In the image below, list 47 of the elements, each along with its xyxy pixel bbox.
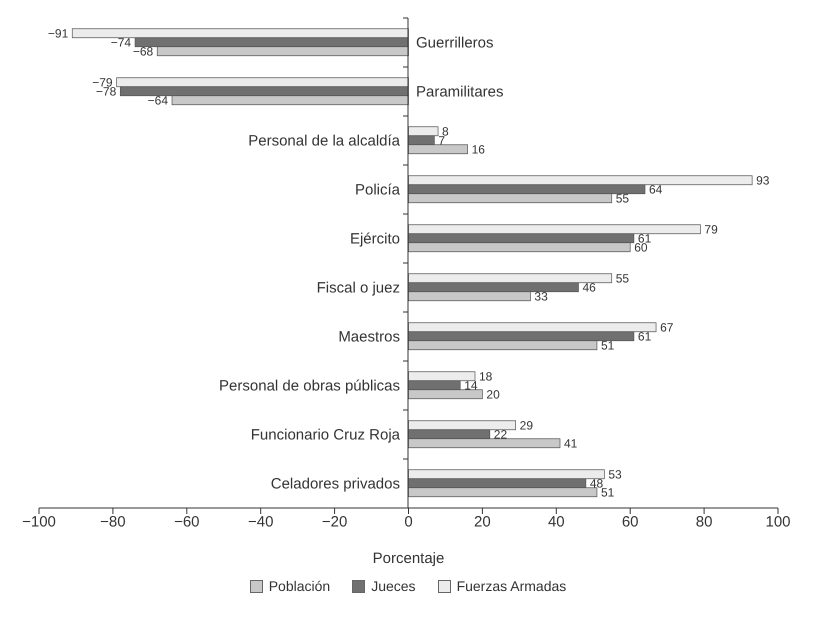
data-label: 29 (520, 418, 534, 432)
data-label: 41 (564, 436, 578, 450)
data-label: −68 (132, 44, 154, 58)
x-tick-label: 20 (474, 514, 491, 531)
data-label: 79 (704, 222, 718, 236)
data-label: 51 (600, 338, 615, 352)
x-tick-label: −80 (100, 514, 126, 531)
legend-label: Fuerzas Armadas (456, 578, 566, 594)
data-label: 14 (464, 378, 478, 392)
x-tick-label: 80 (696, 514, 712, 531)
legend-label: Población (268, 578, 330, 594)
data-label: 93 (756, 173, 770, 188)
data-label: 46 (582, 280, 596, 294)
data-label: 55 (616, 271, 630, 286)
x-tick-label: −60 (174, 514, 200, 531)
data-label: 67 (660, 320, 674, 334)
x-tick-label: −100 (22, 514, 56, 531)
y-tick-label: Policía (354, 182, 401, 198)
data-label: −91 (48, 26, 69, 40)
y-tick-label: Personal de obras públicas (219, 378, 400, 394)
y-tick-label: Fiscal o juez (316, 280, 400, 296)
y-tick-label: Paramilitares (416, 84, 504, 100)
y-tick-label: Guerrilleros (416, 34, 494, 52)
data-label: 16 (472, 142, 486, 156)
data-label: 20 (486, 387, 500, 402)
y-tick-label: Maestros (338, 328, 400, 346)
x-tick-label: 100 (765, 514, 791, 531)
x-tick-label: 40 (548, 514, 565, 531)
data-label: 22 (494, 427, 508, 442)
data-label: 33 (534, 289, 548, 304)
data-label: 53 (608, 467, 622, 482)
data-label: 18 (479, 369, 493, 384)
x-tick-label: −40 (248, 514, 274, 531)
data-label: −64 (148, 93, 168, 108)
x-tick-label: 60 (622, 514, 639, 531)
y-tick-label: Celadores privados (270, 476, 400, 492)
y-tick-label: Ejército (350, 230, 400, 248)
data-label: 55 (616, 191, 630, 206)
x-axis-title: Porcentaje (372, 550, 444, 567)
y-tick-label: Personal de la alcaldía (248, 132, 401, 150)
x-tick-label: 0 (404, 514, 413, 531)
y-tick-label: Funcionario Cruz Roja (250, 426, 401, 444)
data-label: 61 (638, 329, 652, 344)
data-label: 64 (648, 182, 663, 196)
legend-label: Jueces (370, 578, 416, 594)
x-tick-label: −20 (322, 514, 348, 531)
data-label: −74 (110, 35, 132, 50)
